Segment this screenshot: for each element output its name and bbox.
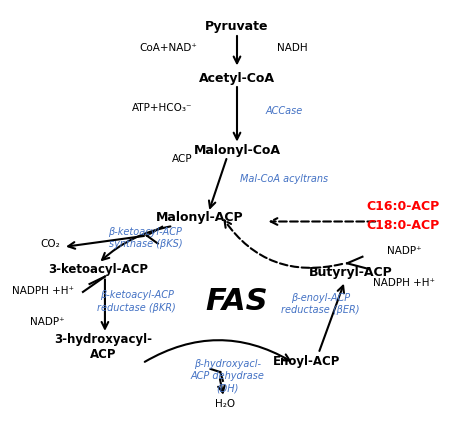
Text: ACP: ACP [172, 154, 192, 163]
Text: ATP+HCO₃⁻: ATP+HCO₃⁻ [132, 103, 192, 113]
Text: Acetyl-CoA: Acetyl-CoA [199, 72, 275, 85]
Text: Mal-CoA acyltrans: Mal-CoA acyltrans [240, 174, 328, 184]
Text: Enoyl-ACP: Enoyl-ACP [273, 355, 340, 368]
Text: Pyruvate: Pyruvate [205, 20, 269, 33]
Text: 3-ketoacyl-ACP: 3-ketoacyl-ACP [48, 264, 148, 276]
Text: ACCase: ACCase [266, 105, 303, 116]
Text: NADH: NADH [277, 43, 307, 53]
Text: C18:0-ACP: C18:0-ACP [367, 218, 440, 232]
Text: CoA+NAD⁺: CoA+NAD⁺ [140, 43, 198, 53]
Text: C16:0-ACP: C16:0-ACP [367, 200, 440, 213]
Text: Butyryl-ACP: Butyryl-ACP [309, 266, 392, 279]
Text: β-hydroxyacl-
ACP dehydrase
(DH): β-hydroxyacl- ACP dehydrase (DH) [191, 359, 264, 394]
Text: β-ketoacyl-ACP
synthase (βKS): β-ketoacyl-ACP synthase (βKS) [109, 227, 182, 249]
Text: β-enoyl-ACP
reductase (βER): β-enoyl-ACP reductase (βER) [282, 293, 360, 315]
Text: 3-hydroxyacyl-
ACP: 3-hydroxyacyl- ACP [54, 333, 152, 361]
Text: CO₂: CO₂ [40, 239, 60, 249]
Text: FAS: FAS [206, 287, 268, 316]
Text: H₂O: H₂O [215, 399, 235, 409]
Text: β-ketoacyl-ACP
reductase (βKR): β-ketoacyl-ACP reductase (βKR) [97, 291, 176, 313]
Text: NADP⁺: NADP⁺ [29, 317, 64, 327]
Text: NADPH +H⁺: NADPH +H⁺ [374, 278, 435, 288]
Text: NADP⁺: NADP⁺ [387, 246, 421, 256]
Text: Malonyl-ACP: Malonyl-ACP [156, 211, 243, 225]
Text: NADPH +H⁺: NADPH +H⁺ [12, 286, 74, 296]
Text: Malonyl-CoA: Malonyl-CoA [193, 144, 281, 157]
